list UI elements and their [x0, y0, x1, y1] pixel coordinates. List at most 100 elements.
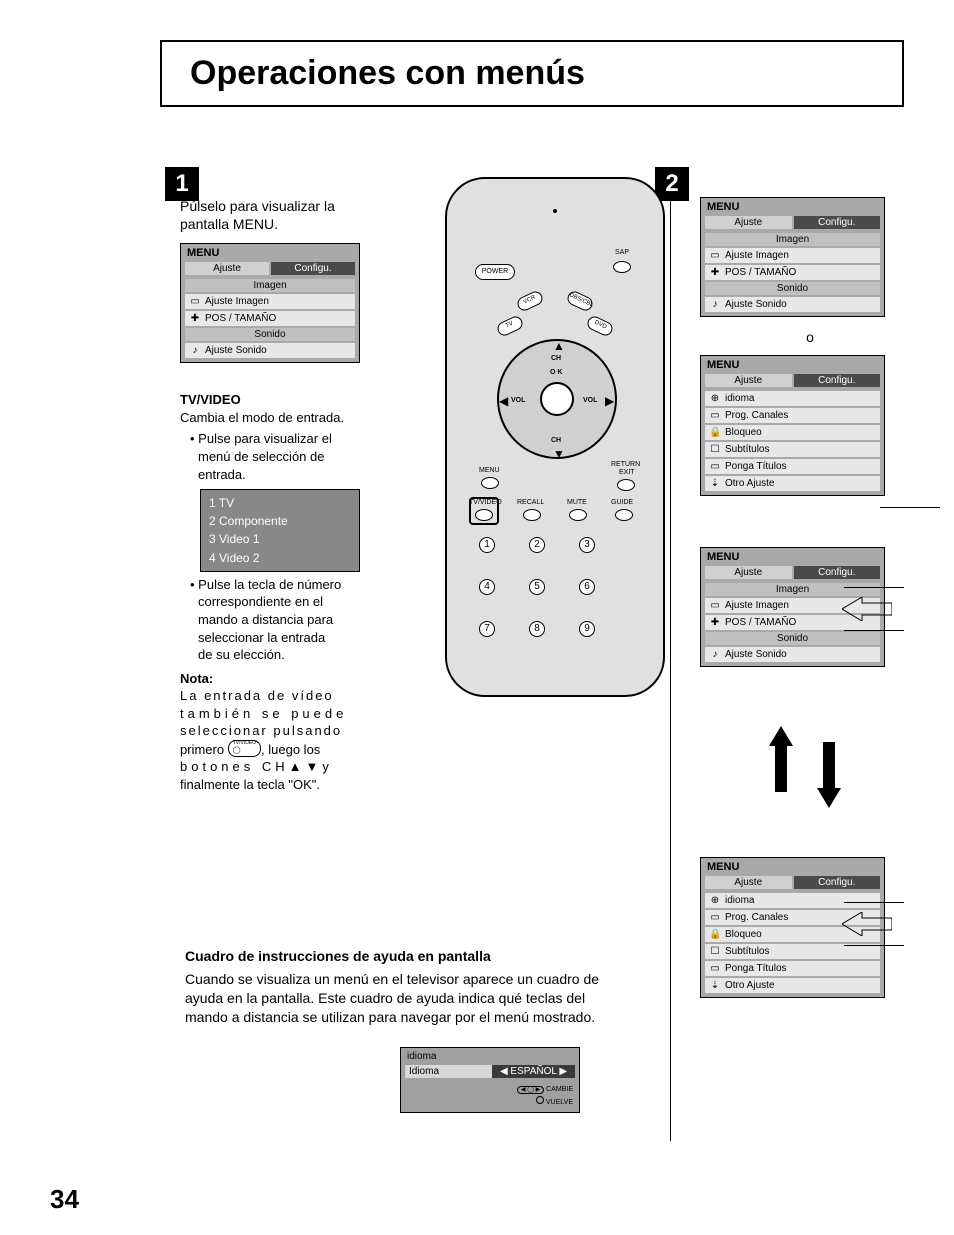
picture-icon: ▭	[709, 600, 721, 611]
help-section: Cuadro de instrucciones de ayuda en pant…	[185, 947, 685, 1027]
tab-ajuste[interactable]: Ajuste	[185, 262, 269, 275]
menu-tabs: Ajuste Configu.	[703, 214, 882, 231]
num-8[interactable]: 8	[529, 621, 545, 637]
tab-configu[interactable]: Configu.	[271, 262, 355, 275]
tab-ajuste[interactable]: Ajuste	[705, 566, 792, 579]
ok-label: O K	[550, 369, 562, 376]
nav-icon: ◀ ◯ ▶	[517, 1086, 544, 1094]
tab-configu[interactable]: Configu.	[794, 216, 881, 229]
idioma-label: Idioma	[405, 1065, 492, 1078]
tab-configu[interactable]: Configu.	[794, 374, 881, 387]
mute-button[interactable]	[569, 509, 587, 521]
input-4: 4 Video 2	[209, 549, 351, 567]
item-ponga-titulos[interactable]: ▭Ponga Títulos	[705, 459, 880, 474]
item-ajuste-sonido[interactable]: ♪Ajuste Sonido	[185, 343, 355, 358]
section-imagen: Imagen	[185, 279, 355, 292]
ok-button[interactable]	[540, 382, 574, 416]
vol-right-label: VOL	[583, 397, 597, 404]
nota-l3: seleccionar pulsando	[180, 722, 415, 740]
page-title: Operaciones con menús	[190, 54, 874, 93]
section-sonido: Sonido	[705, 632, 880, 645]
menu-panel-r1: MENU Ajuste Configu. Imagen ▭Ajuste Imag…	[700, 197, 885, 317]
tab-configu[interactable]: Configu.	[794, 566, 881, 579]
num-2[interactable]: 2	[529, 537, 545, 553]
label-icon: ▭	[709, 963, 721, 974]
remote-control: POWER SAP VCR DBS/CBL TV DVD O K ▲ ▼ ◀ ▶…	[445, 177, 665, 697]
circle-icon	[536, 1096, 544, 1104]
num-7[interactable]: 7	[479, 621, 495, 637]
idioma-title: idioma	[403, 1050, 577, 1063]
bullet1: • Pulse para visualizar el menú de selec…	[190, 430, 415, 483]
tvvideo-button[interactable]	[475, 509, 493, 521]
sap-button[interactable]	[613, 261, 631, 273]
sound-icon: ♪	[189, 345, 201, 356]
item-pos-tamano[interactable]: ✚POS / TAMAÑO	[705, 265, 880, 280]
item-pos-tamano[interactable]: ✚POS / TAMAÑO	[185, 311, 355, 326]
cc-icon: ☐	[709, 444, 721, 455]
help-l2: ayuda en la pantalla. Este cuadro de ayu…	[185, 989, 685, 1008]
item-idioma[interactable]: ⊕idioma	[705, 391, 880, 406]
guide-label: GUIDE	[611, 499, 633, 506]
item-otro-ajuste[interactable]: ⇣Otro Ajuste	[705, 978, 880, 993]
nota-l5: botones CH▲▼y	[180, 758, 415, 776]
item-ajuste-imagen[interactable]: ▭Ajuste Imagen	[185, 294, 355, 309]
item-ajuste-sonido[interactable]: ♪Ajuste Sonido	[705, 297, 880, 312]
arrow-left-icon[interactable]: ◀	[499, 394, 508, 408]
section-imagen: Imagen	[705, 233, 880, 246]
num-1[interactable]: 1	[479, 537, 495, 553]
ch-up-label: CH	[551, 355, 561, 362]
cc-icon: ☐	[709, 946, 721, 957]
item-subtitulos[interactable]: ☐Subtítulos	[705, 442, 880, 457]
tvvideo-block: TV/VIDEO Cambia el modo de entrada. • Pu…	[180, 391, 415, 793]
item-otro-ajuste[interactable]: ⇣Otro Ajuste	[705, 476, 880, 491]
return-label: RETURN	[611, 461, 640, 468]
tab-ajuste[interactable]: Ajuste	[705, 216, 792, 229]
dbs-button[interactable]: DBS/CBL	[565, 289, 594, 313]
menu-title: MENU	[703, 550, 882, 564]
tv-button[interactable]: TV	[495, 314, 524, 338]
num-6[interactable]: 6	[579, 579, 595, 595]
left-column: Púlselo para visualizar la pantalla MENU…	[180, 197, 415, 793]
num-4[interactable]: 4	[479, 579, 495, 595]
item-label: Ajuste Imagen	[205, 296, 269, 307]
other-icon: ⇣	[709, 980, 721, 991]
num-5[interactable]: 5	[529, 579, 545, 595]
page: Operaciones con menús 1 2 Púlselo para v…	[0, 0, 954, 1235]
lang-icon: ⊕	[709, 895, 721, 906]
tvvideo-label: TV/VIDEO	[469, 499, 502, 506]
dvd-button[interactable]: DVD	[585, 314, 614, 338]
tab-ajuste[interactable]: Ajuste	[705, 876, 792, 889]
intro-line2: pantalla MENU.	[180, 216, 278, 232]
item-ajuste-sonido[interactable]: ♪Ajuste Sonido	[705, 647, 880, 662]
item-subtitulos[interactable]: ☐Subtítulos	[705, 944, 880, 959]
num-9[interactable]: 9	[579, 621, 595, 637]
menu-tabs: Ajuste Configu.	[703, 564, 882, 581]
tab-configu[interactable]: Configu.	[794, 876, 881, 889]
nota-heading: Nota:	[180, 670, 415, 688]
position-icon: ✚	[709, 267, 721, 278]
intro-line1: Púlselo para visualizar la	[180, 198, 335, 214]
menu-tabs: Ajuste Configu.	[703, 372, 882, 389]
power-button[interactable]: POWER	[475, 264, 515, 280]
recall-button[interactable]	[523, 509, 541, 521]
return-button[interactable]	[617, 479, 635, 491]
menu-tabs: Ajuste Configu.	[703, 874, 882, 891]
arrow-right-icon[interactable]: ▶	[605, 394, 614, 408]
vcr-button[interactable]: VCR	[515, 289, 544, 313]
item-ponga-titulos[interactable]: ▭Ponga Títulos	[705, 961, 880, 976]
menu-panel-r2: MENU Ajuste Configu. ⊕idioma ▭Prog. Cana…	[700, 355, 885, 496]
item-prog-canales[interactable]: ▭Prog. Canales	[705, 408, 880, 423]
help-l3: mando a distancia se utilizan para naveg…	[185, 1008, 685, 1027]
tab-ajuste[interactable]: Ajuste	[705, 374, 792, 387]
guide-button[interactable]	[615, 509, 633, 521]
menu-button[interactable]	[481, 477, 499, 489]
item-ajuste-imagen[interactable]: ▭Ajuste Imagen	[705, 248, 880, 263]
arrow-down-icon[interactable]: ▼	[553, 447, 565, 461]
num-3[interactable]: 3	[579, 537, 595, 553]
input-list: 1 TV 2 Componente 3 Video 1 4 Video 2	[200, 489, 360, 572]
arrow-up-icon[interactable]: ▲	[553, 339, 565, 353]
item-bloqueo[interactable]: 🔒Bloqueo	[705, 425, 880, 440]
content-area: 1 2 Púlselo para visualizar la pantalla …	[50, 167, 904, 1167]
nota-l1: La entrada de vídeo	[180, 687, 415, 705]
idioma-value[interactable]: ◀ ESPAÑOL ▶	[492, 1065, 575, 1078]
